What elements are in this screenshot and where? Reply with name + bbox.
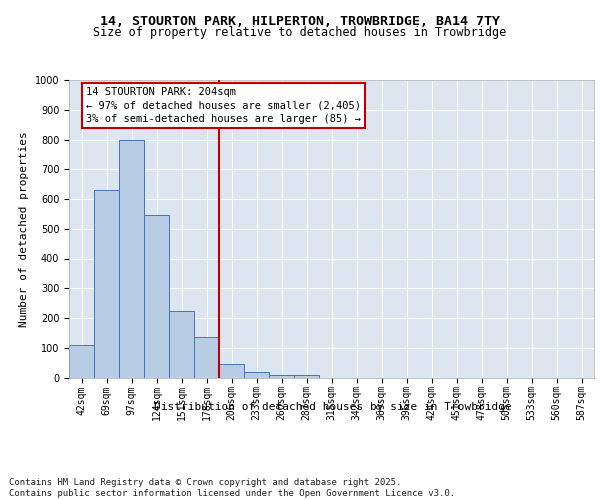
Bar bbox=[269, 374, 294, 378]
Bar bbox=[69, 345, 94, 378]
Text: 14 STOURTON PARK: 204sqm
← 97% of detached houses are smaller (2,405)
3% of semi: 14 STOURTON PARK: 204sqm ← 97% of detach… bbox=[86, 88, 361, 124]
Text: Size of property relative to detached houses in Trowbridge: Size of property relative to detached ho… bbox=[94, 26, 506, 39]
Text: 14, STOURTON PARK, HILPERTON, TROWBRIDGE, BA14 7TY: 14, STOURTON PARK, HILPERTON, TROWBRIDGE… bbox=[100, 15, 500, 28]
Bar bbox=[144, 216, 169, 378]
Bar bbox=[94, 190, 119, 378]
Bar bbox=[244, 372, 269, 378]
Text: Distribution of detached houses by size in Trowbridge: Distribution of detached houses by size … bbox=[154, 402, 512, 412]
Bar bbox=[169, 310, 194, 378]
Bar bbox=[119, 140, 144, 378]
Bar bbox=[219, 364, 244, 378]
Y-axis label: Number of detached properties: Number of detached properties bbox=[19, 131, 29, 326]
Bar bbox=[294, 375, 319, 378]
Bar bbox=[194, 338, 219, 378]
Text: Contains HM Land Registry data © Crown copyright and database right 2025.
Contai: Contains HM Land Registry data © Crown c… bbox=[9, 478, 455, 498]
